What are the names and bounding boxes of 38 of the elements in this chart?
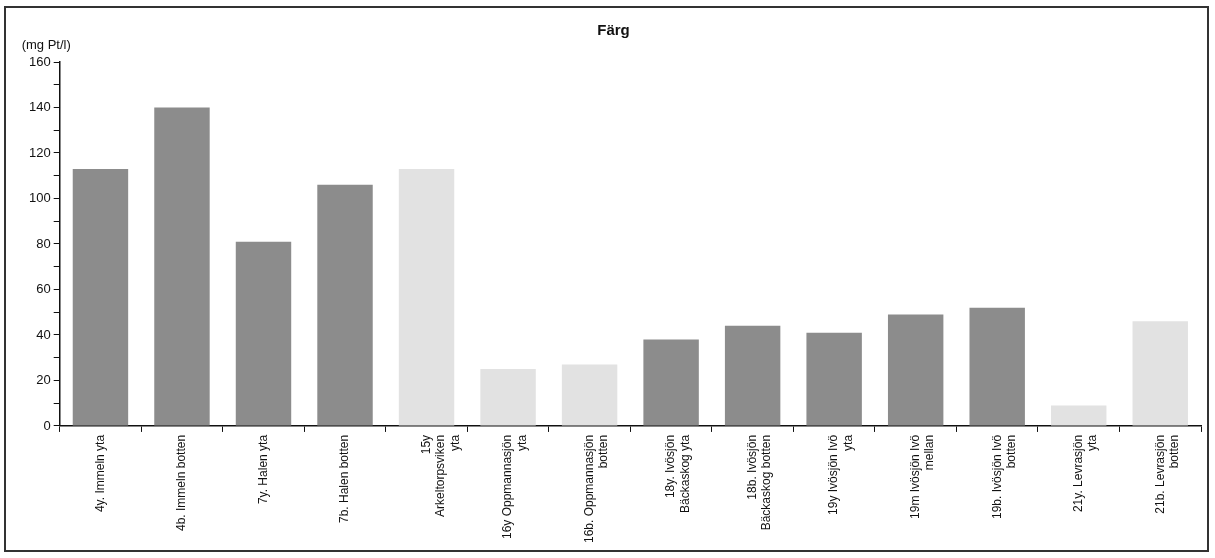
- x-tick-label: 19m Ivösjön Ivö mellan: [907, 434, 937, 519]
- x-tick-label: 7b. Halen botten: [337, 434, 352, 523]
- y-tick-label: 120: [28, 144, 51, 160]
- x-tick-label: 16b. Oppmannasjön botten: [581, 434, 611, 543]
- x-tick-label: 16y Oppmannasjön yta: [500, 434, 529, 539]
- bar: [1051, 405, 1107, 426]
- bar: [561, 364, 618, 426]
- bar: [1132, 321, 1188, 426]
- y-tick-label: 140: [28, 99, 51, 115]
- bar: [72, 168, 129, 426]
- bar: [806, 332, 862, 426]
- x-tick-label: 19y Ivösjön Ivö yta: [826, 434, 855, 515]
- bar: [317, 184, 373, 426]
- y-tick-label: 80: [36, 235, 51, 251]
- x-tick-label: 7y. Halen yta: [255, 434, 270, 505]
- bar: [643, 339, 699, 426]
- bar: [480, 369, 536, 426]
- x-tick-label: 21y. Levrasjön yta: [1071, 434, 1100, 513]
- y-tick-label: 20: [36, 372, 51, 388]
- bar: [724, 325, 781, 426]
- y-tick-label: 60: [36, 281, 51, 297]
- x-tick-label: 18b. Ivösjön Bäckaskog botten: [744, 434, 774, 531]
- y-tick-label: 100: [28, 190, 51, 206]
- x-tick-label: 4b. Immeln botten: [174, 434, 189, 531]
- x-tick-label: 21b. Levrasjön botten: [1152, 434, 1181, 514]
- x-tick-label: 19b. Ivösjön Ivö botten: [989, 434, 1018, 519]
- y-tick-label: 160: [28, 53, 51, 69]
- bar: [154, 107, 210, 426]
- x-tick-label: 15y Arkeltorpsviken yta: [418, 434, 462, 517]
- bar: [398, 168, 455, 426]
- bar: [969, 307, 1025, 426]
- chart-title: Färg: [597, 21, 630, 39]
- bar: [235, 241, 292, 426]
- y-tick-label: 0: [43, 417, 51, 433]
- bar: [887, 314, 944, 426]
- y-axis-title: (mg Pt/l): [21, 37, 71, 53]
- y-tick-label: 40: [36, 326, 51, 342]
- x-tick-label: 4y. Immeln yta: [92, 434, 107, 513]
